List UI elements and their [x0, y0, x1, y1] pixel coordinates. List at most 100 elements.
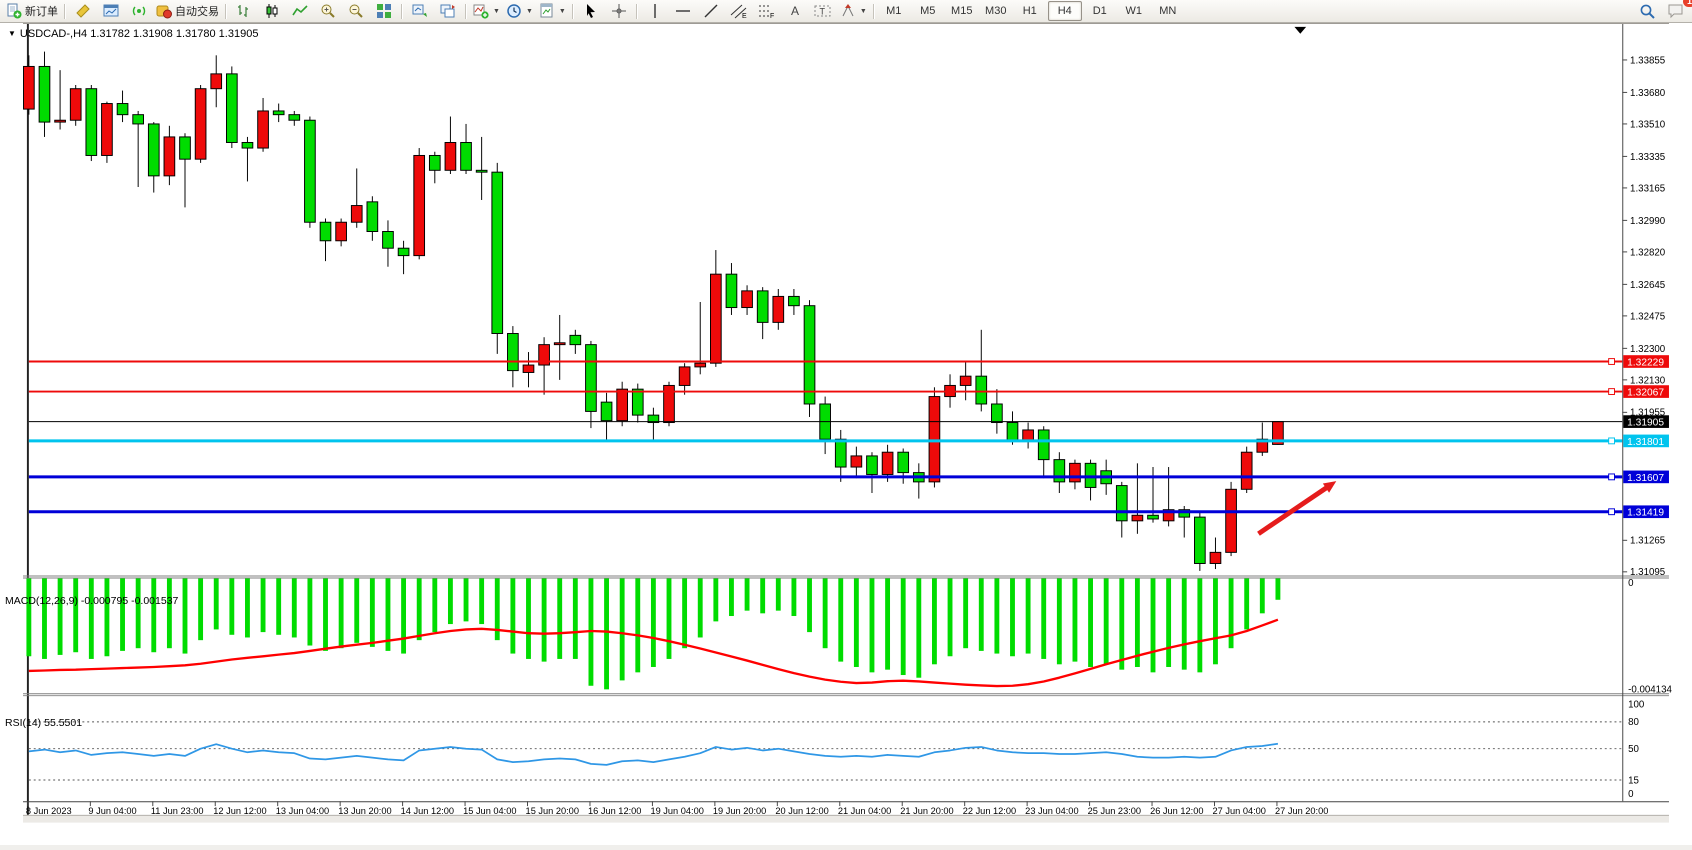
- horizontal-line-1.31607[interactable]: [28, 473, 1623, 481]
- indicators-button[interactable]: ▼: [470, 1, 503, 21]
- price-tick-label: 1.31955: [1630, 408, 1665, 419]
- line-chart-button[interactable]: [286, 1, 314, 21]
- macd-bar: [1213, 578, 1218, 665]
- macd-bar: [432, 578, 438, 633]
- svg-text:E: E: [742, 13, 747, 19]
- line-handle[interactable]: [1608, 437, 1615, 445]
- candle-body: [319, 221, 332, 242]
- candle-body: [23, 65, 35, 110]
- arrows-button[interactable]: ▼: [837, 1, 870, 21]
- svg-text:A: A: [791, 4, 799, 18]
- symbol-dropdown-icon[interactable]: ▼: [8, 29, 16, 38]
- price-tag-1.31607: 1.31607: [1623, 470, 1669, 484]
- timeframe-H4[interactable]: H4: [1047, 1, 1082, 21]
- candlestick-button[interactable]: [258, 1, 286, 21]
- timeframe-M15[interactable]: M15: [951, 5, 973, 17]
- candle-body: [257, 110, 269, 149]
- macd-bar: [947, 578, 953, 657]
- text-label-button[interactable]: T: [809, 1, 837, 21]
- timeframe-M5[interactable]: M5: [920, 5, 936, 17]
- arrange-charts-button[interactable]: [406, 1, 434, 21]
- macd-bar: [1010, 578, 1015, 657]
- channel-button[interactable]: E: [725, 1, 753, 21]
- templates-icon: [540, 3, 553, 18]
- candle-body: [413, 154, 426, 257]
- date-label: 21 Jun 20:00: [900, 806, 953, 816]
- candle-body: [991, 403, 1003, 424]
- line-handle[interactable]: [1608, 508, 1615, 516]
- horizontal-line-1.32229[interactable]: [28, 358, 1623, 365]
- tile-windows-icon: [377, 4, 391, 18]
- timeframe-W1[interactable]: W1: [1125, 5, 1143, 17]
- cursor-button[interactable]: [577, 1, 605, 21]
- crosshair-button[interactable]: [605, 1, 633, 21]
- macd-bar: [619, 578, 625, 681]
- templates-button[interactable]: ▼: [536, 1, 569, 21]
- timeframe-H1[interactable]: H1: [1022, 5, 1037, 17]
- chart-window[interactable]: 1.33855 1.33680 1.33510 1.33335 1.33165 1.329…: [0, 23, 1692, 845]
- zoom-out-button[interactable]: [342, 1, 370, 21]
- periods-button[interactable]: ▼: [503, 1, 536, 21]
- macd-bar: [369, 578, 375, 647]
- macd-name: MACD(12,26,9): [5, 595, 78, 607]
- macd-bar: [1259, 578, 1265, 614]
- zoom-in-button[interactable]: [314, 1, 342, 21]
- auto-trading-button[interactable]: 自动交易: [153, 1, 222, 21]
- fibonacci-button[interactable]: F: [753, 1, 781, 21]
- macd-bar: [1056, 578, 1062, 665]
- candle-body: [132, 114, 144, 125]
- candle-body: [397, 247, 410, 257]
- macd-bar: [885, 578, 891, 670]
- arrow-shaft: [1257, 483, 1332, 536]
- macd-bar: [479, 578, 485, 625]
- date-label: 9 Jun 04:00: [88, 806, 136, 816]
- auto-trading-label: 自动交易: [175, 6, 219, 18]
- hline-button[interactable]: [669, 1, 697, 21]
- separator: [571, 3, 574, 19]
- cascade-charts-button[interactable]: [434, 1, 462, 21]
- candle-body: [725, 273, 738, 309]
- price-tag-bg: [1623, 470, 1669, 484]
- candle-body: [834, 438, 847, 468]
- line-handle[interactable]: [1608, 388, 1615, 395]
- candle-body: [272, 110, 285, 116]
- price-tag-text: 1.32067: [1627, 387, 1664, 398]
- search-button[interactable]: [1633, 1, 1661, 21]
- chat-button[interactable]: 1: [1661, 0, 1692, 21]
- tile-windows-button[interactable]: [370, 1, 398, 21]
- price-tag-text: 1.31419: [1627, 508, 1664, 519]
- macd-bar: [1228, 578, 1234, 649]
- candle-body: [710, 273, 722, 364]
- shift-marker-icon[interactable]: [1294, 26, 1307, 34]
- signals-button[interactable]: [125, 1, 153, 21]
- trendline-button[interactable]: [697, 1, 725, 21]
- vline-button[interactable]: [641, 1, 669, 21]
- horizontal-line-1.31419[interactable]: [28, 508, 1623, 516]
- horizontal-line-1.31801[interactable]: [28, 437, 1623, 445]
- candle-body: [241, 141, 254, 149]
- bid-price-tag: 1.31905: [1623, 415, 1669, 428]
- arrange-icon: [412, 4, 427, 17]
- line-handle[interactable]: [1608, 473, 1615, 481]
- text-button[interactable]: A: [781, 1, 809, 21]
- bar-chart-button[interactable]: [230, 1, 258, 21]
- candle-body: [1256, 438, 1269, 453]
- price-tag-text: 1.31801: [1627, 437, 1664, 448]
- price-tag-bg: [1623, 385, 1669, 398]
- candlestick-series: [23, 51, 1284, 571]
- timeframe-D1[interactable]: D1: [1092, 5, 1107, 17]
- macd-bar: [572, 578, 578, 659]
- styler-button[interactable]: [69, 1, 97, 21]
- timeframe-M1[interactable]: M1: [886, 5, 902, 17]
- macd-bar: [182, 578, 188, 654]
- macd-bar: [900, 578, 906, 676]
- trend-arrow-annotation[interactable]: [1257, 481, 1337, 536]
- chart-canvas[interactable]: 1.33855 1.33680 1.33510 1.33335 1.33165 1.329…: [0, 23, 1692, 845]
- new-order-button[interactable]: 新订单: [3, 1, 61, 21]
- timeframe-MN[interactable]: MN: [1159, 5, 1177, 17]
- line-handle[interactable]: [1608, 358, 1615, 365]
- timeframe-M30[interactable]: M30: [985, 5, 1007, 17]
- market-watch-button[interactable]: [97, 1, 125, 21]
- macd-bar: [1181, 578, 1187, 670]
- horizontal-line-1.32067[interactable]: [28, 388, 1623, 395]
